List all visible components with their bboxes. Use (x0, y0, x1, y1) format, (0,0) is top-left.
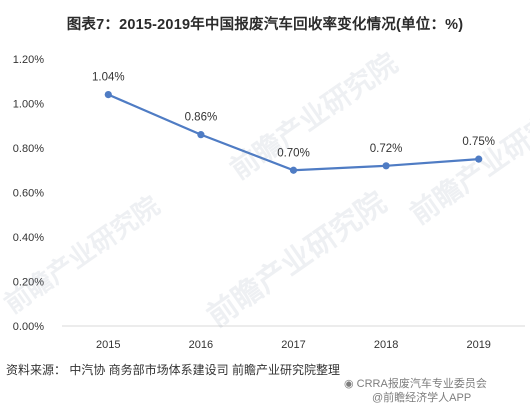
x-axis-ticks: 2015 2016 2017 2018 2019 (96, 339, 491, 351)
data-point (475, 155, 483, 163)
data-label: 0.72% (370, 143, 403, 155)
y-tick-label: 1.20% (13, 54, 44, 66)
wechat-account: CRRA报废汽车专业委员会 (356, 378, 487, 390)
data-label: 0.70% (277, 147, 310, 159)
y-tick-label: 0.00% (13, 321, 44, 333)
x-tick-label: 2017 (281, 339, 305, 351)
y-tick-label: 0.40% (13, 232, 44, 244)
data-point (289, 166, 298, 174)
data-point (382, 162, 390, 170)
x-tick-label: 2015 (96, 339, 120, 351)
data-points (104, 91, 483, 174)
wechat-icon: ◉ (344, 378, 357, 390)
y-tick-label: 0.60% (13, 188, 44, 200)
x-tick-label: 2019 (466, 339, 490, 351)
y-tick-label: 0.20% (13, 277, 44, 289)
website-watermark: @前瞻经济学人APP (372, 392, 472, 404)
data-point (197, 131, 205, 139)
x-tick-label: 2016 (189, 339, 213, 351)
source-note: 资料来源： 中汽协 商务部市场体系建设司 前瞻产业研究院整理 (6, 363, 341, 377)
data-labels: 1.04% 0.86% 0.70% 0.72% 0.75% (92, 72, 495, 160)
data-point (104, 91, 112, 99)
data-label: 1.04% (92, 72, 125, 84)
chart-title: 图表7：2015-2019年中国报废汽车回收率变化情况(单位：%) (66, 17, 464, 33)
x-tick-label: 2018 (374, 339, 398, 351)
wechat-watermark: ◉ CRRA报废汽车专业委员会 (344, 375, 487, 391)
y-axis-ticks: 0.00% 0.20% 0.40% 0.60% 0.80% 1.00% 1.20% (13, 54, 44, 333)
y-tick-label: 1.00% (13, 99, 44, 111)
y-tick-label: 0.80% (13, 143, 44, 155)
data-label: 0.86% (185, 112, 218, 124)
data-label: 0.75% (462, 136, 495, 148)
